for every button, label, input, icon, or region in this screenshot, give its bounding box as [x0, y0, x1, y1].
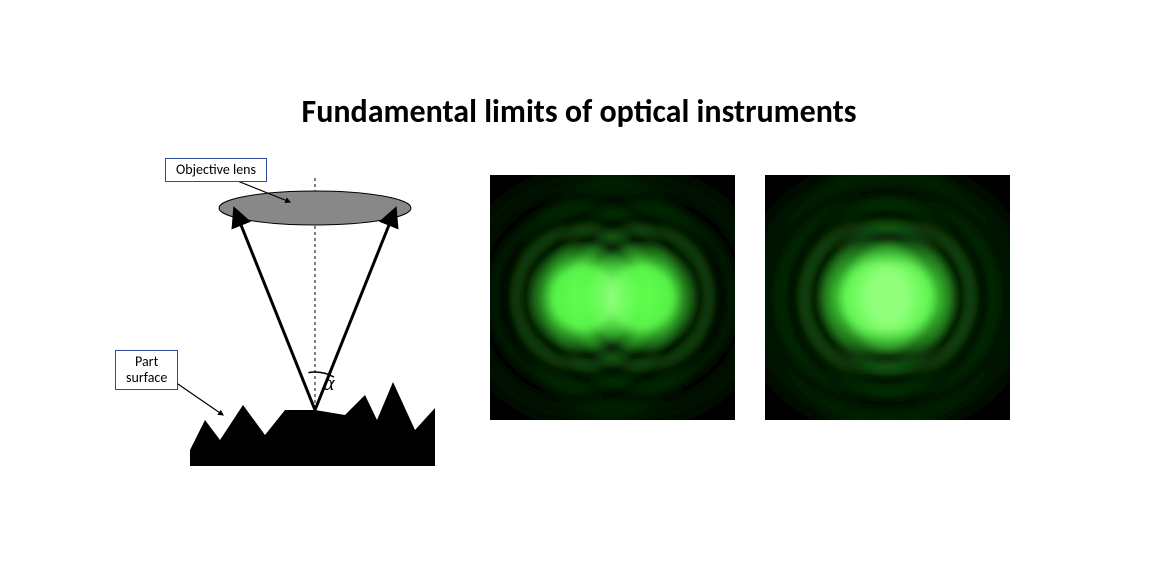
objective-lens-svg: α [115, 150, 435, 470]
airy-pattern-unresolved [765, 175, 1010, 420]
airy-pattern-resolved [490, 175, 735, 420]
svg-text:α: α [323, 370, 335, 395]
objective-lens-label: Objective lens [176, 161, 256, 178]
objective-lens-diagram: α Objective lens Part surface [115, 150, 435, 470]
part-surface-label-box: Part surface [115, 350, 178, 390]
part-surface-label-line2: surface [126, 369, 167, 386]
part-surface-label-line1: Part [135, 353, 158, 370]
page-title: Fundamental limits of optical instrument… [0, 92, 1158, 131]
objective-lens-label-box: Objective lens [165, 158, 267, 182]
airy-unresolved-svg [765, 175, 1010, 420]
airy-resolved-svg [490, 175, 735, 420]
